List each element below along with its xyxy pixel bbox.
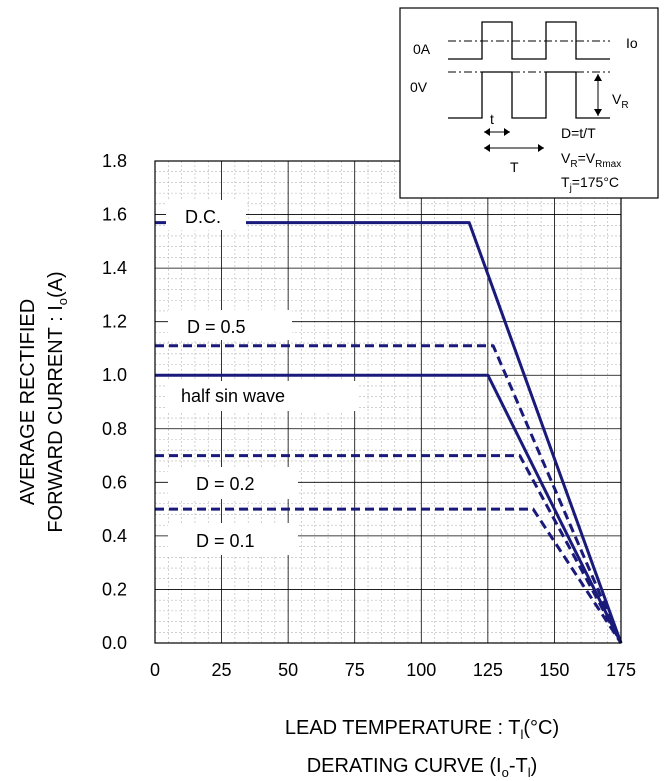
- label-0a: 0A: [413, 41, 431, 57]
- series-line-d-0-2: [155, 454, 623, 644]
- plot-border: [154, 160, 622, 644]
- x-tick-label: 50: [278, 660, 298, 680]
- legend-bg-dc: [166, 200, 246, 230]
- x-axis-title: LEAD TEMPERATURE : Tl(°C): [285, 717, 559, 742]
- legend-label-d01: D = 0.1: [196, 531, 255, 551]
- y-tick-label: 1.6: [102, 205, 127, 225]
- label-vr: VR: [612, 91, 629, 111]
- waveform-inset: 0A 0V Io VR t T D=t/T VR=VRmax Tj=175°C: [399, 7, 659, 199]
- series-line-d-0-5: [155, 344, 623, 644]
- period-arrowheads: [484, 144, 544, 152]
- t-arrowheads: [484, 128, 510, 136]
- legend-bg-half-sin: [166, 381, 358, 411]
- legend-bg-d02: [168, 467, 298, 499]
- x-tick-label: 150: [539, 660, 569, 680]
- y-tick-label: 1.0: [102, 365, 127, 385]
- y-tick-label: 0.2: [102, 579, 127, 599]
- y-tick-label: 0.4: [102, 526, 127, 546]
- legend-label-dc: D.C.: [185, 207, 221, 227]
- y-tick-label: 1.2: [102, 312, 127, 332]
- y-tick-label: 0.0: [102, 633, 127, 653]
- y-tick-label: 1.4: [102, 258, 127, 278]
- current-waveform: [448, 21, 610, 60]
- formula-duty: D=t/T: [561, 125, 596, 141]
- voltage-waveform: [448, 71, 610, 119]
- x-tick-label: 75: [345, 660, 365, 680]
- x-tick-label: 175: [606, 660, 636, 680]
- x-tick-label: 100: [406, 660, 436, 680]
- series-layer: [155, 221, 623, 644]
- label-0v: 0V: [410, 79, 428, 95]
- legend-labels: D.C. D = 0.5 half sin wave D = 0.2 D = 0…: [166, 200, 358, 555]
- legend-label-d05: D = 0.5: [187, 317, 246, 337]
- y-tick-label: 1.8: [102, 151, 127, 171]
- label-period: T: [510, 159, 519, 175]
- formula-tj: Tj=175°C: [561, 174, 619, 194]
- legend-bg-d01: [168, 523, 298, 555]
- tick-labels: 0 25 50 75 100 125 150 175 0.0 0.2 0.4 0.6 0.8 1.0 1.2…: [102, 151, 636, 680]
- inset-border: [399, 7, 659, 199]
- series-line-half-sin-wave: [155, 373, 623, 644]
- label-io: Io: [626, 35, 638, 51]
- y-tick-label: 0.6: [102, 472, 127, 492]
- x-tick-label: 125: [473, 660, 503, 680]
- legend-label-half-sin: half sin wave: [181, 386, 285, 406]
- series-line-d-c: [155, 221, 623, 644]
- y-axis-title-line2: FORWARD CURRENT : Io(A): [45, 271, 70, 532]
- y-axis-title-line1: AVERAGE RECTIFIED: [17, 299, 39, 505]
- x-tick-label: 0: [150, 660, 160, 680]
- legend-label-d02: D = 0.2: [196, 474, 255, 494]
- y-tick-label: 0.8: [102, 419, 127, 439]
- chart-subtitle: DERATING CURVE (Io-Tl): [307, 755, 538, 780]
- x-tick-label: 25: [212, 660, 232, 680]
- series-line-d-0-1: [155, 507, 623, 644]
- label-t: t: [490, 111, 494, 127]
- legend-bg-d05: [168, 310, 292, 340]
- formula-vr: VR=VRmax: [561, 150, 621, 170]
